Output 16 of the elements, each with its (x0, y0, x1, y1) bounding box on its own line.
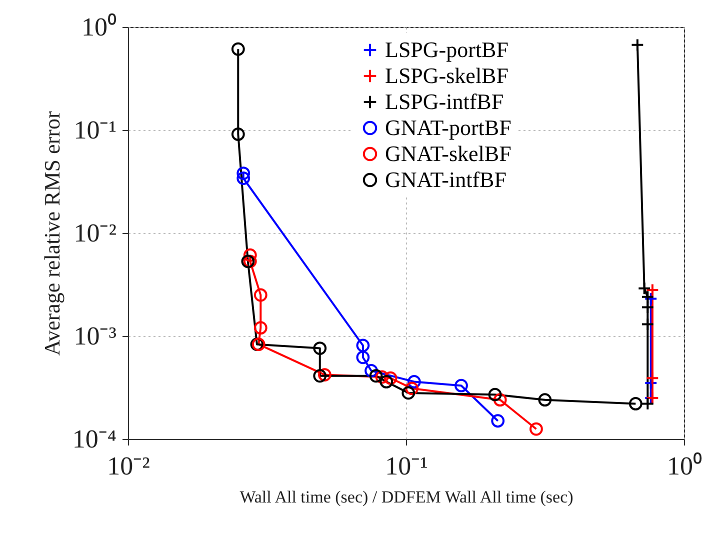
y-tick-label: 10⁻² (74, 218, 117, 248)
legend-label: LSPG-portBF (385, 37, 508, 62)
x-axis-title: Wall All time (sec) / DDFEM Wall All time (sec) (240, 488, 574, 506)
y-tick-label: 10⁻³ (74, 322, 117, 350)
y-axis-title: Average relative RMS error (39, 110, 64, 356)
y-tick-label: 10⁻¹ (74, 116, 116, 144)
legend-label: LSPG-skelBF (385, 63, 508, 88)
x-tick-label: 10⁰ (667, 452, 702, 480)
y-tick-label: 10⁻⁴ (72, 424, 116, 454)
legend-label: GNAT-intfBF (385, 167, 506, 192)
legend-label: GNAT-portBF (385, 115, 512, 140)
legend-label: LSPG-intfBF (385, 89, 504, 114)
y-tick-label: 10⁰ (82, 12, 116, 42)
x-tick-label: 10⁻¹ (385, 452, 428, 480)
x-tick-label: 10⁻² (107, 452, 150, 480)
legend-label: GNAT-skelBF (385, 141, 512, 166)
